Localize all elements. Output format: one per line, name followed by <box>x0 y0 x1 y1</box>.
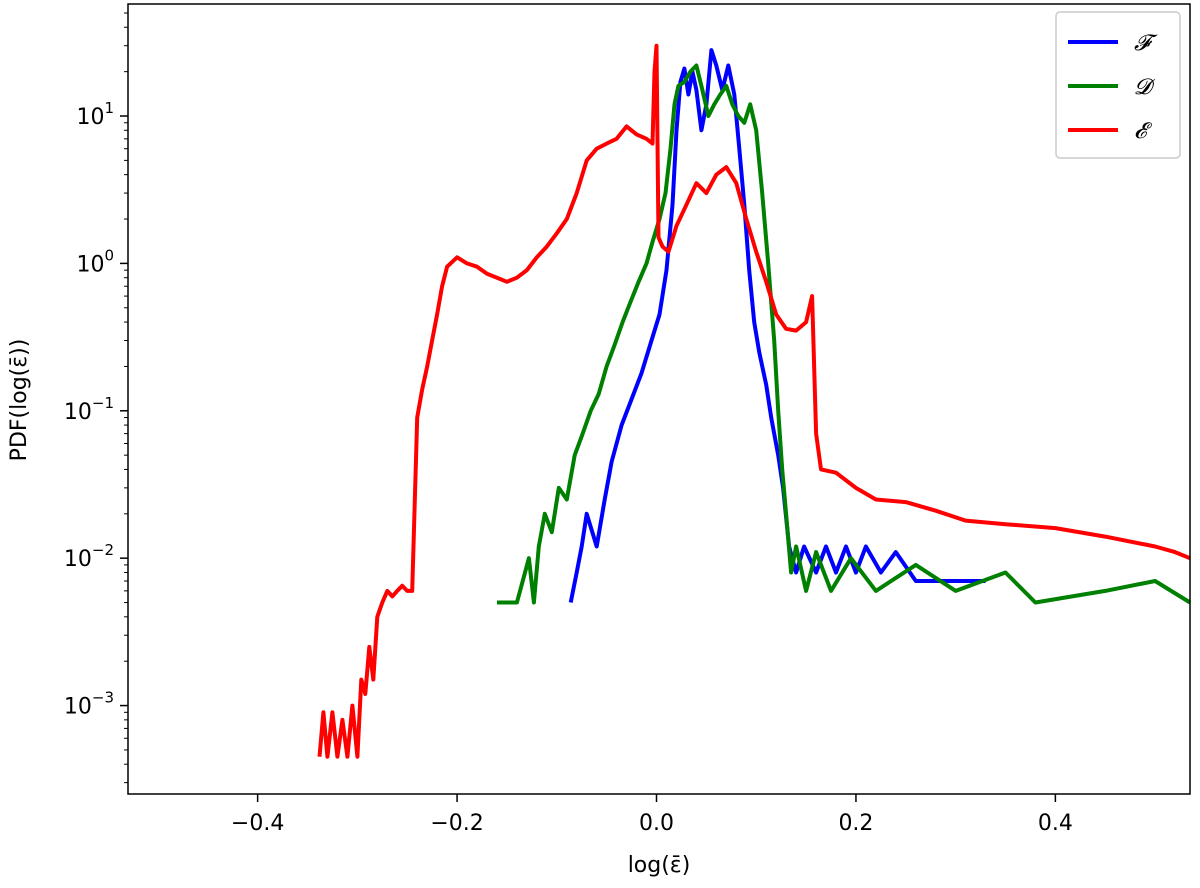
legend-entry: 𝓓 <box>1134 75 1156 100</box>
x-tick-label: −0.2 <box>430 811 483 836</box>
x-axis: −0.4 −0.2 0.0 0.2 0.4 <box>231 794 1073 836</box>
series-line-0 <box>568 48 986 603</box>
y-axis: 101 100 10−1 10−2 10−3 <box>64 12 128 784</box>
y-axis-label: PDF(log(ε̄)) <box>7 339 32 462</box>
plot-frame <box>127 3 1191 795</box>
legend: 𝓕𝓓𝓔 <box>1055 11 1181 159</box>
y-tick-label: 10−3 <box>64 689 114 720</box>
x-tick-label: 0.0 <box>639 811 674 836</box>
series-line-2 <box>317 43 1191 759</box>
y-tick-label: 101 <box>76 99 114 130</box>
x-axis-label: log(ε̄) <box>628 853 691 878</box>
y-tick-label: 10−2 <box>64 541 114 572</box>
series-layer <box>317 43 1192 759</box>
x-tick-label: −0.4 <box>231 811 284 836</box>
y-tick-label: 100 <box>76 246 114 277</box>
series-line-1 <box>497 63 1192 605</box>
x-tick-label: 0.4 <box>1038 811 1073 836</box>
x-tick-label: 0.2 <box>838 811 873 836</box>
y-tick-label: 10−1 <box>64 394 114 425</box>
